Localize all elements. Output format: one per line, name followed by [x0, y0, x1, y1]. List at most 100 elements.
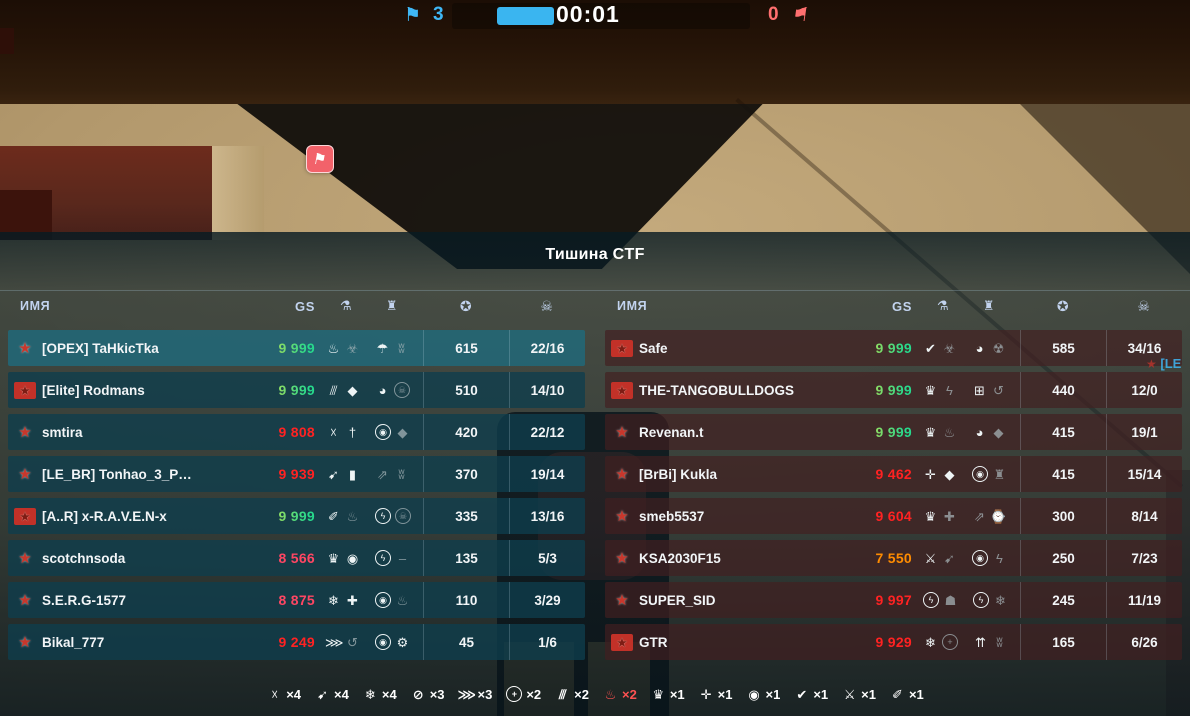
crown-icon: ♛	[924, 382, 937, 398]
player-row[interactable]: ★ Safe 9 999 ✔ ☣ ◕ ☢ 585 34/16	[605, 330, 1182, 366]
player-score: 440	[1020, 372, 1106, 408]
player-module-icons: ⫻ ◆ ◕ ☠	[315, 382, 423, 399]
rank-wing-star-icon: ★	[615, 550, 629, 567]
snowflake-icon: ❄	[995, 592, 1006, 608]
player-kills-deaths: 1/6	[509, 624, 585, 660]
player-score: 250	[1020, 540, 1106, 576]
player-rows: ★ Safe 9 999 ✔ ☣ ◕ ☢ 585 34/16 ★ THE-TANGOBULLDOGS…	[605, 330, 1182, 660]
player-name: [Elite] Rodmans	[42, 382, 145, 398]
player-name: KSA2030F15	[639, 550, 721, 566]
player-rows: ★ [OPEX] TaHkicTka 9 999 ♨ ☣ ☂ ʬ 615 22/16 ★ [Elit…	[8, 330, 585, 660]
streak-item: ◉ ×1	[745, 686, 780, 703]
flag-icon: ⚑	[311, 151, 329, 168]
player-row[interactable]: ★ Revenan.t 9 999 ♛ ♨ ◕ ◆ 415 19/1	[605, 414, 1182, 450]
player-kills-deaths: 19/14	[509, 456, 585, 492]
snowflake-icon: ❄	[364, 686, 376, 702]
grid-squares-icon: ⊞	[974, 382, 985, 398]
throw-icon: ↺	[347, 634, 358, 650]
header-divider	[0, 290, 1190, 291]
dagger-icon: †	[348, 424, 357, 440]
throw-icon: ↺	[993, 382, 1004, 398]
arrow-swoosh-icon: ➹	[944, 550, 955, 566]
flame-icon: ♨	[943, 424, 956, 440]
player-row[interactable]: ★ [BrBi] Kukla 9 462 ✛ ◆ ◉ ♜ 415 15/14	[605, 456, 1182, 492]
streak-count: ×2	[622, 686, 637, 702]
team-table-red: ИМЯ GS ⚗ ♜ ✪ ☠ ★ Safe 9 999 ✔ ☣ ◕ ☢ 585 34/16 ★ TH…	[605, 294, 1182, 660]
crown-icon: ♛	[652, 686, 665, 702]
player-gear-score: 9 249	[278, 634, 315, 650]
player-row[interactable]: ★ S.E.R.G-1577 8 875 ❄ ✚ ◉ ♨ 110 3/29	[8, 582, 585, 618]
player-row[interactable]: ★ [OPEX] TaHkicTka 9 999 ♨ ☣ ☂ ʬ 615 22/16	[8, 330, 585, 366]
player-row[interactable]: ★ THE-TANGOBULLDOGS 9 999 ♛ ϟ ⊞ ↺ 440 12/0	[605, 372, 1182, 408]
player-row[interactable]: ★ [LE_BR] Tonhao_3_P… 9 939 ➹ ▮ ⇗ ʬ 370 19/14	[8, 456, 585, 492]
player-row[interactable]: ★ SUPER_SID 9 997 ϟ ☗ ϟ ❄ 245 11/19	[605, 582, 1182, 618]
snowflake-icon: ❄	[328, 592, 339, 608]
ban-circle-icon: ⊘	[412, 686, 424, 702]
radiation-icon: ☢	[992, 340, 1005, 356]
streak-item: ✔ ×1	[793, 686, 828, 703]
rank-ribbon-star-icon: ★	[611, 381, 633, 399]
team-table-blue: ИМЯ GS ⚗ ♜ ✪ ☠ ★ [OPEX] TaHkicTka 9 999 ♨ ☣ ☂…	[8, 294, 585, 660]
skull-circle-icon: ☠	[394, 382, 410, 398]
lightning-plus-icon: ✛	[925, 466, 936, 482]
shield-icon: ☗	[944, 592, 957, 608]
player-name: smeb5537	[639, 508, 705, 524]
player-gear-score: 8 566	[278, 550, 315, 566]
rank-wing-star-icon: ★	[615, 466, 629, 483]
arrow-dash-icon: ⇗	[377, 466, 388, 482]
player-row[interactable]: ★ KSA2030F15 7 550 ⚔ ➹ ◉ ϟ 250 7/23	[605, 540, 1182, 576]
streak-count: ×1	[717, 686, 733, 702]
player-score: 585	[1020, 330, 1106, 366]
rank-wing-star-icon: ★	[18, 340, 32, 357]
player-row[interactable]: ★ smtira 9 808 ☓ † ◉ ◆ 420 22/12	[8, 414, 585, 450]
biohazard-icon: ☣	[346, 340, 359, 356]
player-kills-deaths: 19/1	[1106, 414, 1182, 450]
player-score: 510	[423, 372, 509, 408]
flame-icon: ♨	[346, 508, 359, 524]
player-module-icons: ✐ ♨ ϟ ☠	[315, 508, 423, 525]
target-icon: ◉	[972, 466, 988, 482]
player-gear-score: 9 939	[278, 466, 315, 482]
player-gear-score: 9 462	[875, 466, 912, 482]
player-gear-score: 9 999	[243, 508, 315, 524]
player-kills-deaths: 14/10	[509, 372, 585, 408]
player-row[interactable]: ★ Bikal_777 9 249 ⋙ ↺ ◉ ⚙ 45 1/6	[8, 624, 585, 660]
streak-item: ⋙ ×3	[458, 686, 493, 703]
rank-star-icon: ★	[1146, 357, 1157, 371]
crosshair-icon: +	[506, 686, 523, 702]
player-name: S.E.R.G-1577	[42, 592, 127, 608]
player-row[interactable]: ★ scotchnsoda 8 566 ♛ ◉ ϟ –135 5/3	[8, 540, 585, 576]
player-kills-deaths: 5/3	[509, 540, 585, 576]
player-gear-score: 9 999	[840, 424, 912, 440]
player-row[interactable]: ★ [A..R] x-R.A.V.E.N-x 9 999 ✐ ♨ ϟ ☠ 335 13/16	[8, 498, 585, 534]
streak-count: ×2	[574, 686, 589, 702]
streak-count: ×1	[669, 686, 685, 702]
light-pillar	[212, 146, 264, 240]
player-kills-deaths: 11/19	[1106, 582, 1182, 618]
player-gear-score: 9 604	[875, 508, 912, 524]
player-name: GTR	[639, 634, 668, 650]
player-row[interactable]: ★ [Elite] Rodmans 9 999 ⫻ ◆ ◕ ☠ 510 14/10	[8, 372, 585, 408]
player-module-icons: ⋙ ↺ ◉ ⚙	[315, 634, 423, 651]
streak-item: ☓ ×4	[266, 686, 301, 703]
lightning-circle-icon: ϟ	[375, 508, 391, 524]
kills-column-header-skull-icon: ☠	[540, 297, 554, 314]
player-gear-score: 9 929	[875, 634, 912, 650]
player-score: 245	[1020, 582, 1106, 618]
player-row[interactable]: ★ GTR 9 929 ❄ + ⇈ ʬ 165 6/26	[605, 624, 1182, 660]
player-row[interactable]: ★ smeb5537 9 604 ♛ ✚ ⇗ ⌚ 300 8/14	[605, 498, 1182, 534]
diamond-icon: ◆	[347, 382, 358, 398]
claw-marks-icon: ⫻	[329, 382, 338, 398]
flame-icon: ♨	[604, 686, 617, 702]
streak-item: ✛ ×1	[698, 686, 733, 703]
player-kills-deaths: 6/26	[1106, 624, 1182, 660]
player-kills-deaths: 22/12	[509, 414, 585, 450]
player-module-icons: ϟ ☗ ϟ ❄	[912, 592, 1020, 609]
rank-wing-star-icon: ★	[18, 592, 32, 609]
player-kills-deaths: 12/0	[1106, 372, 1182, 408]
player-name: smtira	[42, 424, 83, 440]
player-score: 420	[423, 414, 509, 450]
player-kills-deaths: 15/14	[1106, 456, 1182, 492]
player-score: 370	[423, 456, 509, 492]
